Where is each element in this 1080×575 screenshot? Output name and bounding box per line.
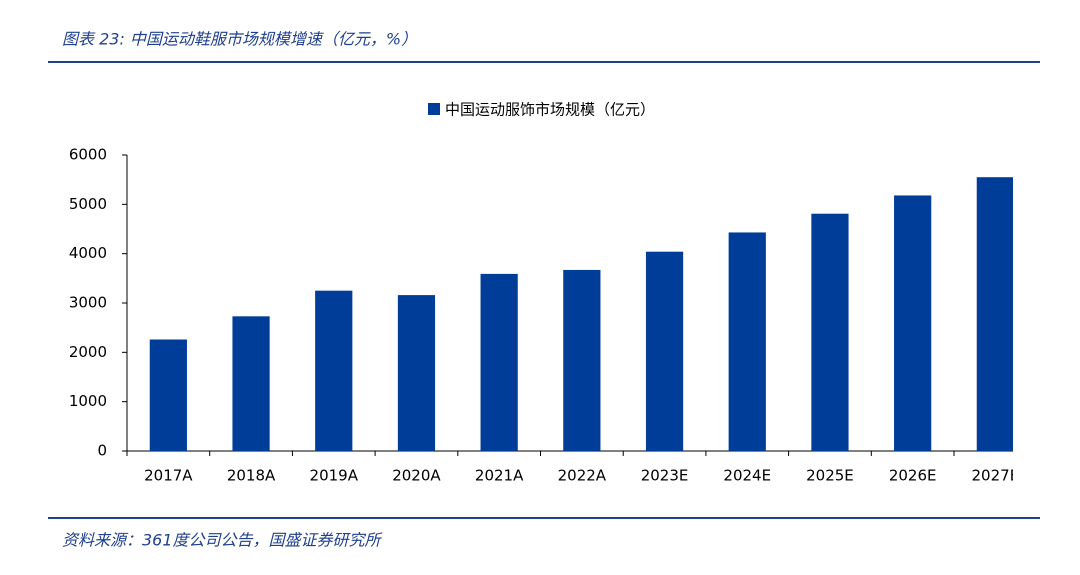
x-tick-label: 2017A xyxy=(144,467,193,485)
bar xyxy=(728,232,766,451)
figure-title: 图表 23: 中国运动鞋服市场规模增速（亿元，%） xyxy=(62,30,417,49)
bar xyxy=(563,269,601,451)
x-tick-label: 2019A xyxy=(310,467,359,485)
y-tick-label: 4000 xyxy=(69,244,107,262)
x-tick-label: 2025E xyxy=(806,467,854,485)
bar xyxy=(645,251,684,451)
y-tick-label: 1000 xyxy=(69,392,107,410)
bar xyxy=(480,273,518,451)
x-tick-label: 2022A xyxy=(558,467,607,485)
legend-label: 中国运动服饰市场规模（亿元） xyxy=(445,101,655,119)
x-tick-label: 2027E xyxy=(972,467,1020,485)
x-tick-label: 2026E xyxy=(889,467,937,485)
bar xyxy=(149,339,187,451)
plot-area: 2017A 2018A 2019A 2020A 2021A 2022A 2023E 2024E… xyxy=(126,177,1020,485)
bar xyxy=(811,213,849,451)
x-tick-label: 2020A xyxy=(392,467,441,485)
bar xyxy=(894,195,932,451)
x-tick-label: 2018A xyxy=(227,467,276,485)
bar xyxy=(232,316,270,451)
y-tick-label: 5000 xyxy=(69,195,107,213)
bar xyxy=(397,295,436,451)
x-tick-label: 2021A xyxy=(475,467,524,485)
bar xyxy=(976,177,1013,451)
y-tick-label: 6000 xyxy=(69,146,107,164)
bar xyxy=(315,290,353,451)
y-tick-label: 2000 xyxy=(69,343,107,361)
x-tick-label: 2023E xyxy=(641,467,689,485)
x-tick-label: 2024E xyxy=(723,467,771,485)
y-tick-label: 3000 xyxy=(69,294,107,312)
source-note: 资料来源：361度公司公告，国盛证券研究所 xyxy=(62,531,384,550)
legend-swatch xyxy=(428,103,440,115)
y-tick-label: 0 xyxy=(97,442,107,460)
